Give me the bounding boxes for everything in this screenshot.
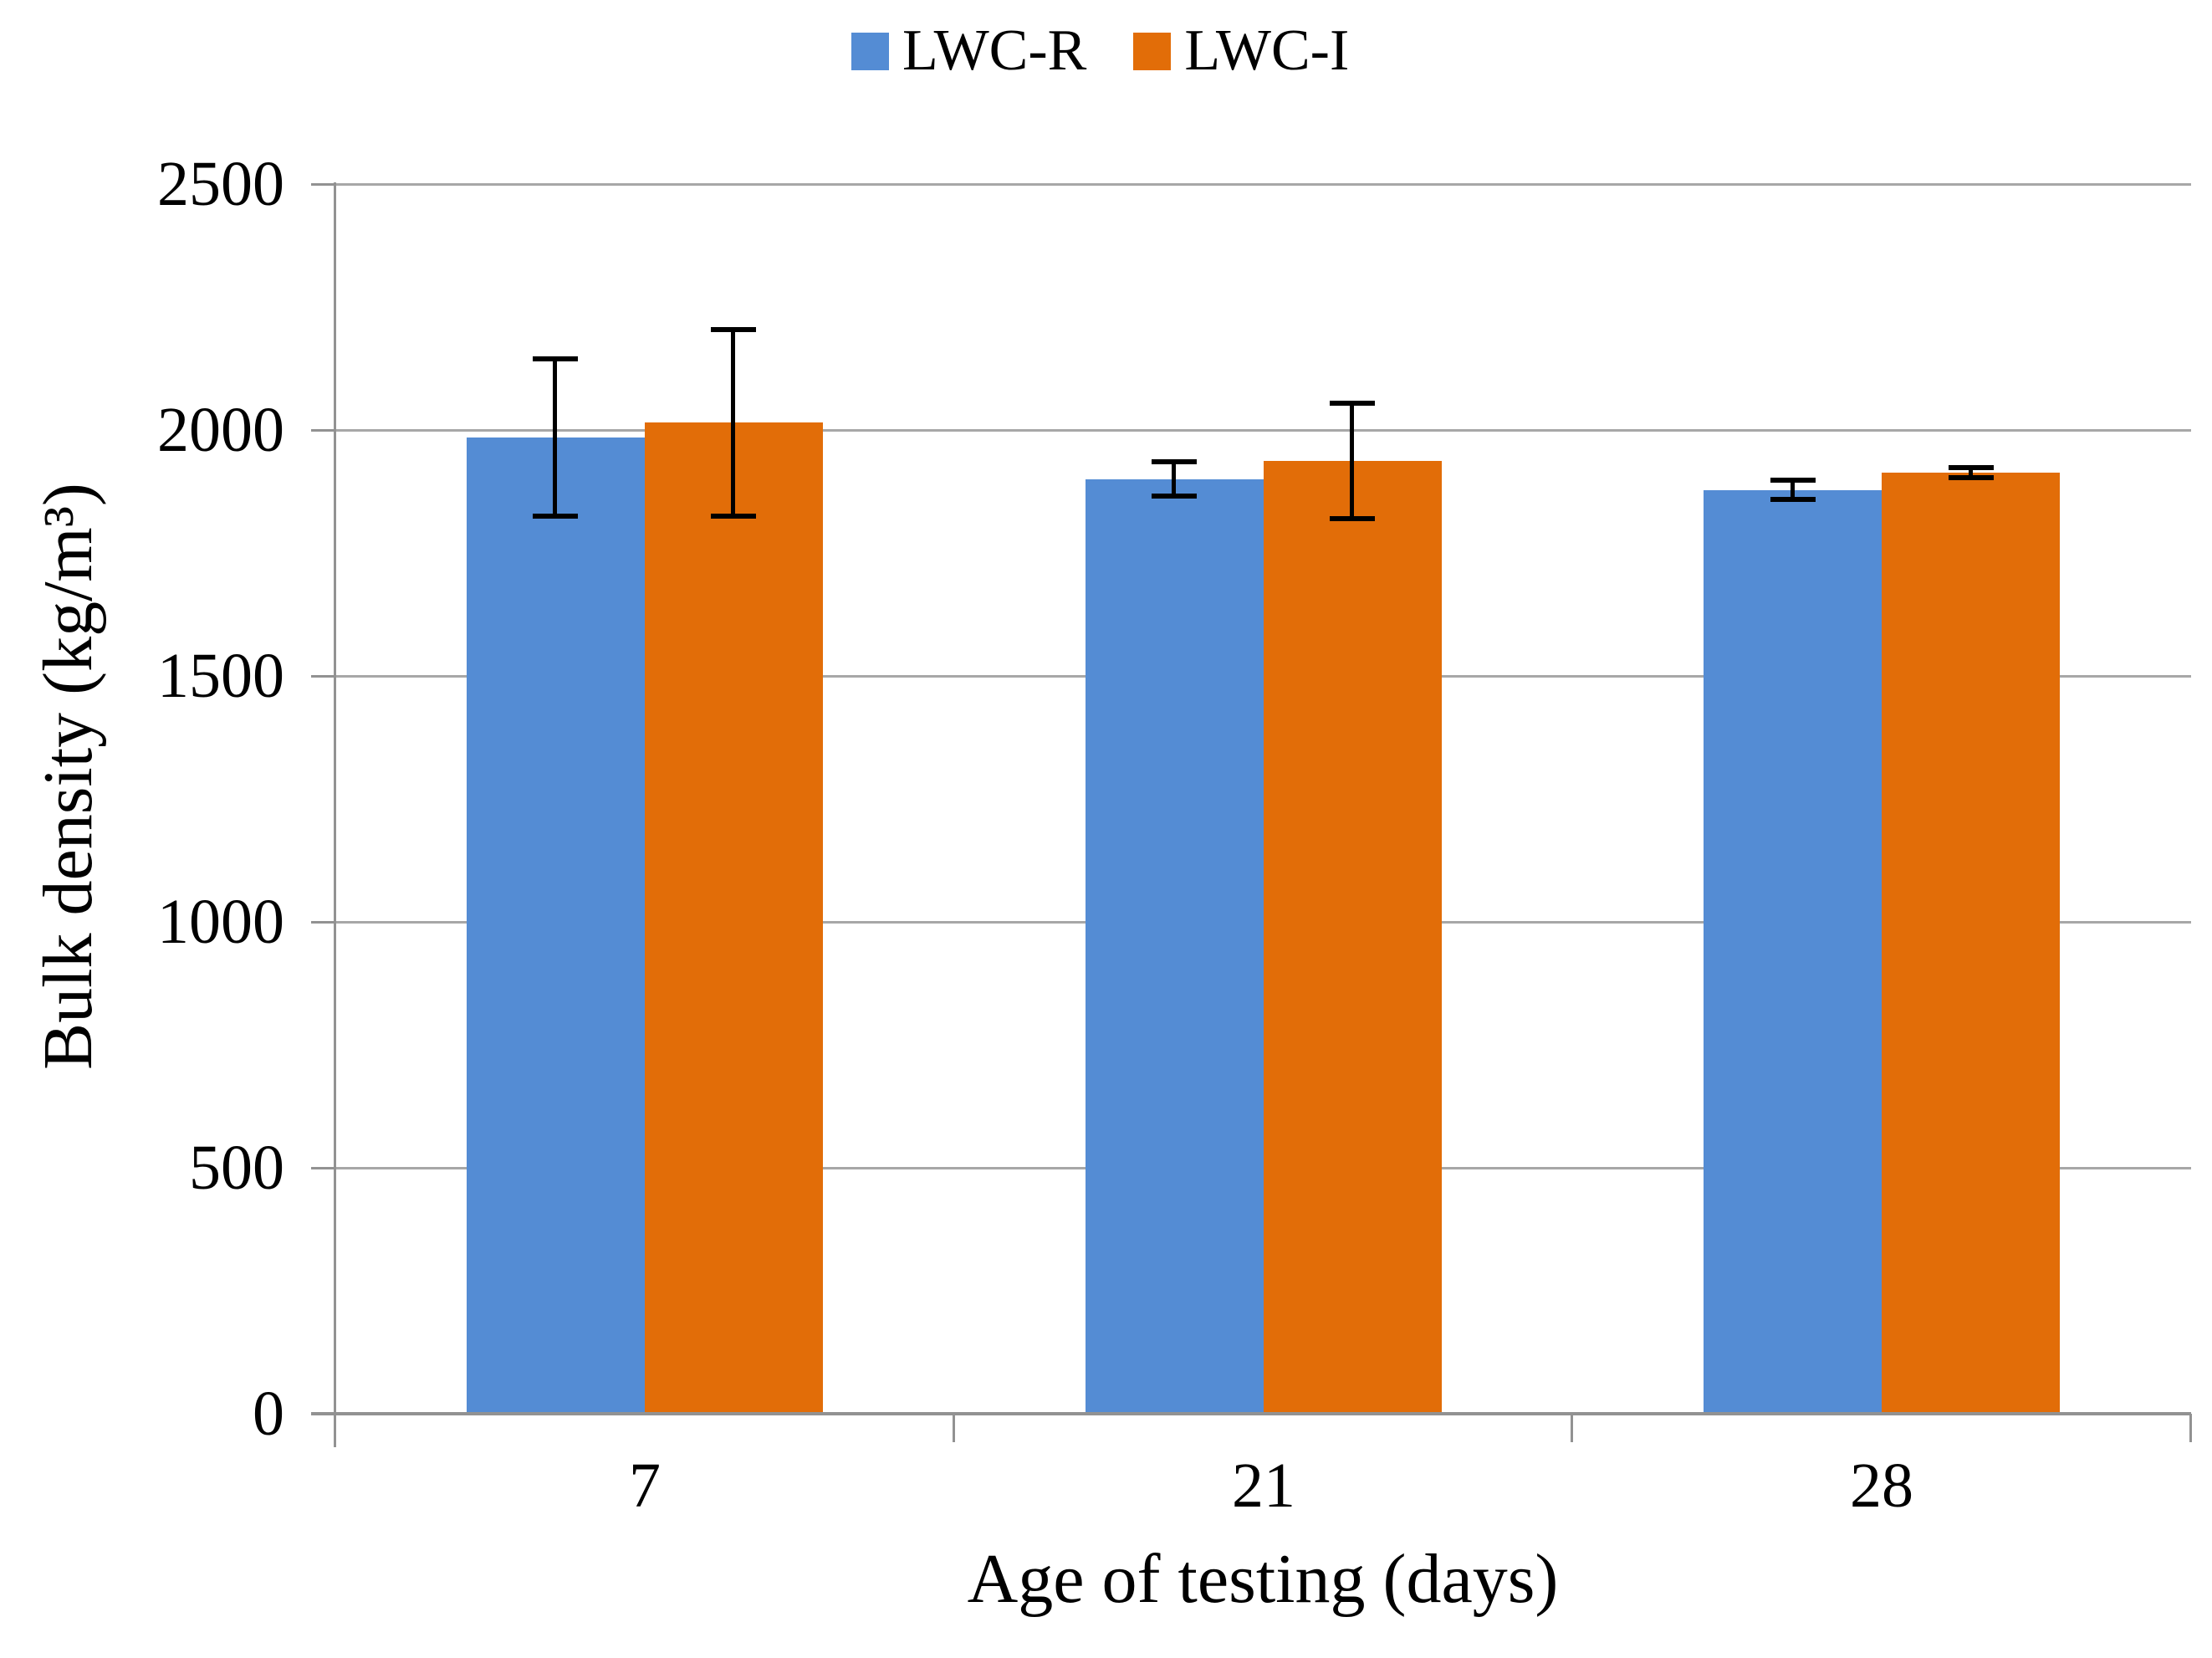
error-bar-part bbox=[553, 356, 557, 519]
x-tick-label-28: 28 bbox=[1850, 1451, 1913, 1521]
y-tick-label-0: 0 bbox=[253, 1379, 284, 1449]
y-tick-mark-1500 bbox=[311, 675, 335, 678]
error-bar-part bbox=[731, 327, 735, 519]
bar-lwc-i-28 bbox=[1882, 473, 2060, 1414]
gridline-2000 bbox=[335, 429, 2191, 432]
legend-swatch-lwc-r bbox=[851, 32, 889, 70]
bar-lwc-r-21 bbox=[1086, 479, 1264, 1414]
x-tick-label-7: 7 bbox=[629, 1451, 661, 1521]
bar-lwc-r-7 bbox=[467, 438, 645, 1414]
error-bar-lwc-i-28 bbox=[1949, 465, 1994, 480]
x-tick-mark-3 bbox=[2189, 1414, 2192, 1442]
gridline-2500 bbox=[335, 183, 2191, 186]
y-tick-label-1000: 1000 bbox=[157, 887, 284, 957]
legend-swatch-lwc-i bbox=[1133, 32, 1172, 70]
bar-lwc-i-7 bbox=[645, 422, 823, 1414]
legend: LWC-R LWC-I bbox=[851, 22, 1349, 80]
y-tick-mark-2500 bbox=[311, 183, 335, 186]
x-axis-line bbox=[311, 1412, 2191, 1415]
y-axis-line bbox=[334, 182, 336, 1447]
error-bar-part bbox=[1969, 465, 1973, 480]
legend-label-lwc-i: LWC-I bbox=[1184, 18, 1350, 83]
y-tick-label-1500: 1500 bbox=[157, 641, 284, 711]
error-bar-part bbox=[1350, 401, 1354, 521]
y-tick-label-500: 500 bbox=[189, 1133, 284, 1203]
bar-lwc-i-21 bbox=[1264, 461, 1442, 1414]
error-bar-lwc-r-21 bbox=[1152, 459, 1197, 499]
y-tick-label-2000: 2000 bbox=[157, 395, 284, 465]
legend-item-lwc-i: LWC-I bbox=[1133, 22, 1349, 80]
legend-item-lwc-r: LWC-R bbox=[851, 22, 1086, 80]
error-bar-lwc-r-7 bbox=[533, 356, 578, 519]
y-tick-mark-500 bbox=[311, 1167, 335, 1169]
y-axis-title: Bulk density (kg/m³) bbox=[29, 483, 107, 1070]
error-bar-part bbox=[1172, 459, 1176, 499]
legend-label-lwc-r: LWC-R bbox=[902, 18, 1087, 83]
y-tick-mark-2000 bbox=[311, 429, 335, 432]
x-tick-label-21: 21 bbox=[1232, 1451, 1295, 1521]
error-bar-lwc-r-28 bbox=[1770, 478, 1816, 502]
x-tick-mark-2 bbox=[1571, 1414, 1573, 1442]
y-tick-mark-1000 bbox=[311, 921, 335, 924]
bar-lwc-r-28 bbox=[1704, 490, 1882, 1414]
error-bar-lwc-i-7 bbox=[711, 327, 756, 519]
x-tick-mark-1 bbox=[953, 1414, 955, 1442]
y-tick-label-2500: 2500 bbox=[157, 149, 284, 219]
error-bar-lwc-i-21 bbox=[1330, 401, 1375, 521]
error-bar-part bbox=[1791, 478, 1795, 502]
x-axis-title: Age of testing (days) bbox=[967, 1540, 1559, 1618]
